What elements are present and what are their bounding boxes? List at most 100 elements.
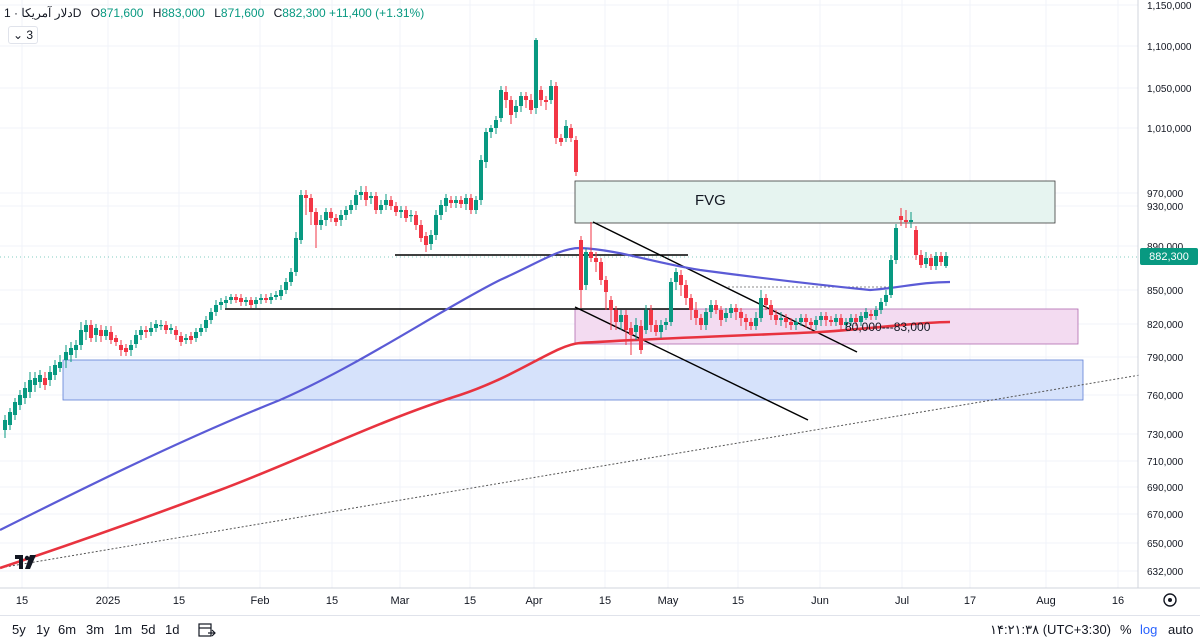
y-tick-label: 850,000 [1147,286,1184,297]
candle [749,318,753,330]
legend-separator: · [14,6,19,20]
x-tick-label: 15 [16,595,28,607]
x-axis[interactable]: 15 2025 15 Feb 15 Mar 15 Apr 15 May 15 Jun Jul 17 Aug 1… [16,595,1124,607]
open-label: O [90,6,101,20]
candle [504,86,508,108]
candle [414,211,418,230]
x-tick-label: 15 [599,595,611,607]
candle [74,340,78,358]
interval-label[interactable]: 1D [4,6,82,20]
candle [319,215,323,230]
y-tick-label: 760,000 [1147,391,1184,402]
candle [244,297,248,306]
candle [53,360,57,380]
candle [809,318,813,330]
auto-toggle[interactable]: auto [1168,622,1194,637]
candle [709,300,713,318]
low-label: L [214,6,221,20]
candle [284,278,288,294]
candle [884,290,888,306]
candle [894,224,898,264]
candle [814,316,818,330]
candle [919,250,923,268]
range-1y[interactable]: 1y [36,622,50,637]
x-tick-label: Feb [251,595,270,607]
candle [644,305,648,334]
range-6m[interactable]: 6m [58,622,77,637]
candle [574,136,578,176]
candle [599,258,603,285]
gear-icon[interactable] [1163,593,1177,607]
low-value: 871,600 [220,6,265,20]
candle [164,321,168,334]
candle [454,196,458,208]
candle [729,304,733,318]
candle [8,408,12,430]
candle [429,230,433,250]
candle [229,294,233,304]
candle [589,222,593,262]
y-tick-label: 790,000 [1147,353,1184,364]
tradingview-logo-icon[interactable] [14,552,40,572]
candle [3,415,7,438]
candle [369,192,373,204]
y-tick-label: 1,150,000 [1147,1,1192,12]
last-price-text: 882,300 [1149,251,1189,263]
candle [569,124,573,142]
symbol-name[interactable]: دلار آمریکا [21,6,73,20]
candle [619,310,623,330]
candle [239,294,243,306]
candle [649,305,653,332]
percent-toggle[interactable]: % [1120,622,1132,637]
y-axis[interactable]: 1,150,000 1,100,000 1,050,000 1,010,000 970,… [1147,1,1192,578]
log-toggle[interactable]: log [1140,622,1158,637]
calendar-range-icon[interactable] [198,622,216,638]
candle [844,318,848,330]
candle [289,268,293,286]
candle [474,196,478,214]
candle [174,326,178,340]
candle [929,254,933,270]
candle [694,302,698,325]
range-1d[interactable]: 1d [165,622,180,637]
close-value: 882,300 [282,6,326,20]
y-tick-label: 632,000 [1147,567,1184,578]
x-tick-label: May [658,595,679,607]
candle [514,100,518,118]
candle [13,398,17,420]
candle [384,194,388,210]
candle [914,226,918,260]
y-tick-label: 690,000 [1147,483,1184,494]
candle [509,96,513,124]
candle [354,190,358,210]
candle [464,194,468,210]
candle [269,293,273,304]
candle [259,294,263,304]
candle [789,318,793,330]
range-5y[interactable]: 5y [12,622,26,637]
range-3m[interactable]: 3m [86,622,105,637]
candle [659,320,663,338]
candle [144,326,148,338]
candle [779,312,783,326]
range-5d[interactable]: 5d [141,622,156,637]
candle [439,200,443,220]
ma-fast-line [0,246,951,531]
candle [794,318,798,330]
price-chart[interactable]: FVG 80,000---83,000 1,150,0001,100,0001,… [0,0,1200,615]
candle [604,276,608,310]
candle [519,92,523,112]
candle [69,342,73,362]
candle [424,232,428,252]
candle [204,316,208,332]
candle [18,390,22,410]
candle [334,214,338,226]
indicators-toggle[interactable]: ⌄ 3 [8,26,39,44]
candle [849,314,853,326]
y-tick-label: 1,100,000 [1147,42,1192,53]
range-1m[interactable]: 1m [114,622,133,637]
candle [494,116,498,134]
high-label: H [152,6,162,20]
clock-time[interactable]: ۱۴:۲۱:۳۸ (UTC+3:30) [990,622,1111,637]
candle [184,334,188,344]
